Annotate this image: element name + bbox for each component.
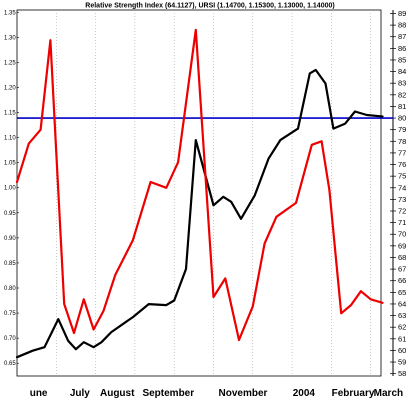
right-tick-label: 74 <box>398 183 406 192</box>
right-tick-label: 75 <box>398 172 406 181</box>
left-tick-label: 0.90 <box>4 236 16 242</box>
left-tick-label: 1.15 <box>4 111 16 117</box>
left-tick-label: 0.85 <box>4 261 16 267</box>
right-tick-label: 80 <box>398 114 406 123</box>
left-tick-label: 1.05 <box>4 161 16 167</box>
x-tick-label: February <box>332 388 375 399</box>
right-axis: 89 88 87 86 85 84 83 82 81 80 79 78 77 76 75 74 73 72 71 70… <box>390 9 406 378</box>
right-tick-label: 59 <box>398 358 406 367</box>
right-tick-label: 71 <box>398 218 406 227</box>
right-tick-label: 82 <box>398 90 406 99</box>
plot-frame <box>16 9 382 377</box>
right-tick-label: 63 <box>398 311 406 320</box>
right-tick-label: 85 <box>398 55 406 64</box>
left-tick-label: 1.30 <box>4 35 16 41</box>
left-tick-label: 1.35 <box>4 10 16 16</box>
left-tick-label: 0.95 <box>4 211 16 217</box>
right-tick-label: 86 <box>398 44 406 53</box>
right-tick-label: 58 <box>398 369 406 378</box>
left-tick-label: 0.70 <box>4 336 16 342</box>
x-tick-label: August <box>100 388 135 399</box>
right-tick-label: 88 <box>398 21 406 30</box>
right-tick-label: 84 <box>398 67 406 76</box>
right-tick-label: 69 <box>398 241 406 250</box>
x-tick-label: November <box>219 388 268 399</box>
right-tick-label: 68 <box>398 253 406 262</box>
rsi-series-line <box>15 28 384 342</box>
left-tick-label: 1.10 <box>4 136 16 142</box>
chart-title: Relative Strength Index (64.1127), URSI … <box>85 3 334 10</box>
x-tick-label: March <box>374 388 403 399</box>
right-tick-label: 64 <box>398 299 406 308</box>
right-tick-label: 79 <box>398 125 406 134</box>
left-tick-label: 1.20 <box>4 85 16 91</box>
left-tick-label: 0.65 <box>4 361 16 367</box>
right-tick-label: 70 <box>398 230 406 239</box>
right-tick-label: 62 <box>398 323 406 332</box>
right-tick-label: 77 <box>398 148 406 157</box>
left-axis: 1.35 1.30 1.25 1.20 1.15 1.10 1.05 1.00 0.95 0.90… <box>4 10 19 367</box>
left-tick-label: 1.00 <box>4 186 16 192</box>
left-tick-label: 0.80 <box>4 286 16 292</box>
right-tick-label: 73 <box>398 195 406 204</box>
right-tick-label: 76 <box>398 160 406 169</box>
right-tick-label: 60 <box>398 346 406 355</box>
right-tick-label: 67 <box>398 265 406 274</box>
left-tick-label: 1.25 <box>4 60 16 66</box>
grid-layer <box>56 10 371 376</box>
right-tick-label: 83 <box>398 79 406 88</box>
right-tick-label: 61 <box>398 334 406 343</box>
x-axis: une July August September November 2004 Februa… <box>30 388 403 399</box>
x-tick-label: une <box>30 388 48 399</box>
left-tick-label: 0.75 <box>4 311 16 317</box>
right-tick-label: 66 <box>398 276 406 285</box>
x-tick-label: September <box>142 388 194 399</box>
right-tick-label: 87 <box>398 32 406 41</box>
right-tick-label: 78 <box>398 137 406 146</box>
right-tick-label: 81 <box>398 102 406 111</box>
x-tick-label: 2004 <box>293 388 316 399</box>
x-tick-label: July <box>70 388 90 399</box>
series-layer <box>15 28 384 359</box>
right-tick-label: 89 <box>398 9 406 18</box>
right-tick-label: 65 <box>398 288 406 297</box>
right-tick-label: 72 <box>398 207 406 216</box>
